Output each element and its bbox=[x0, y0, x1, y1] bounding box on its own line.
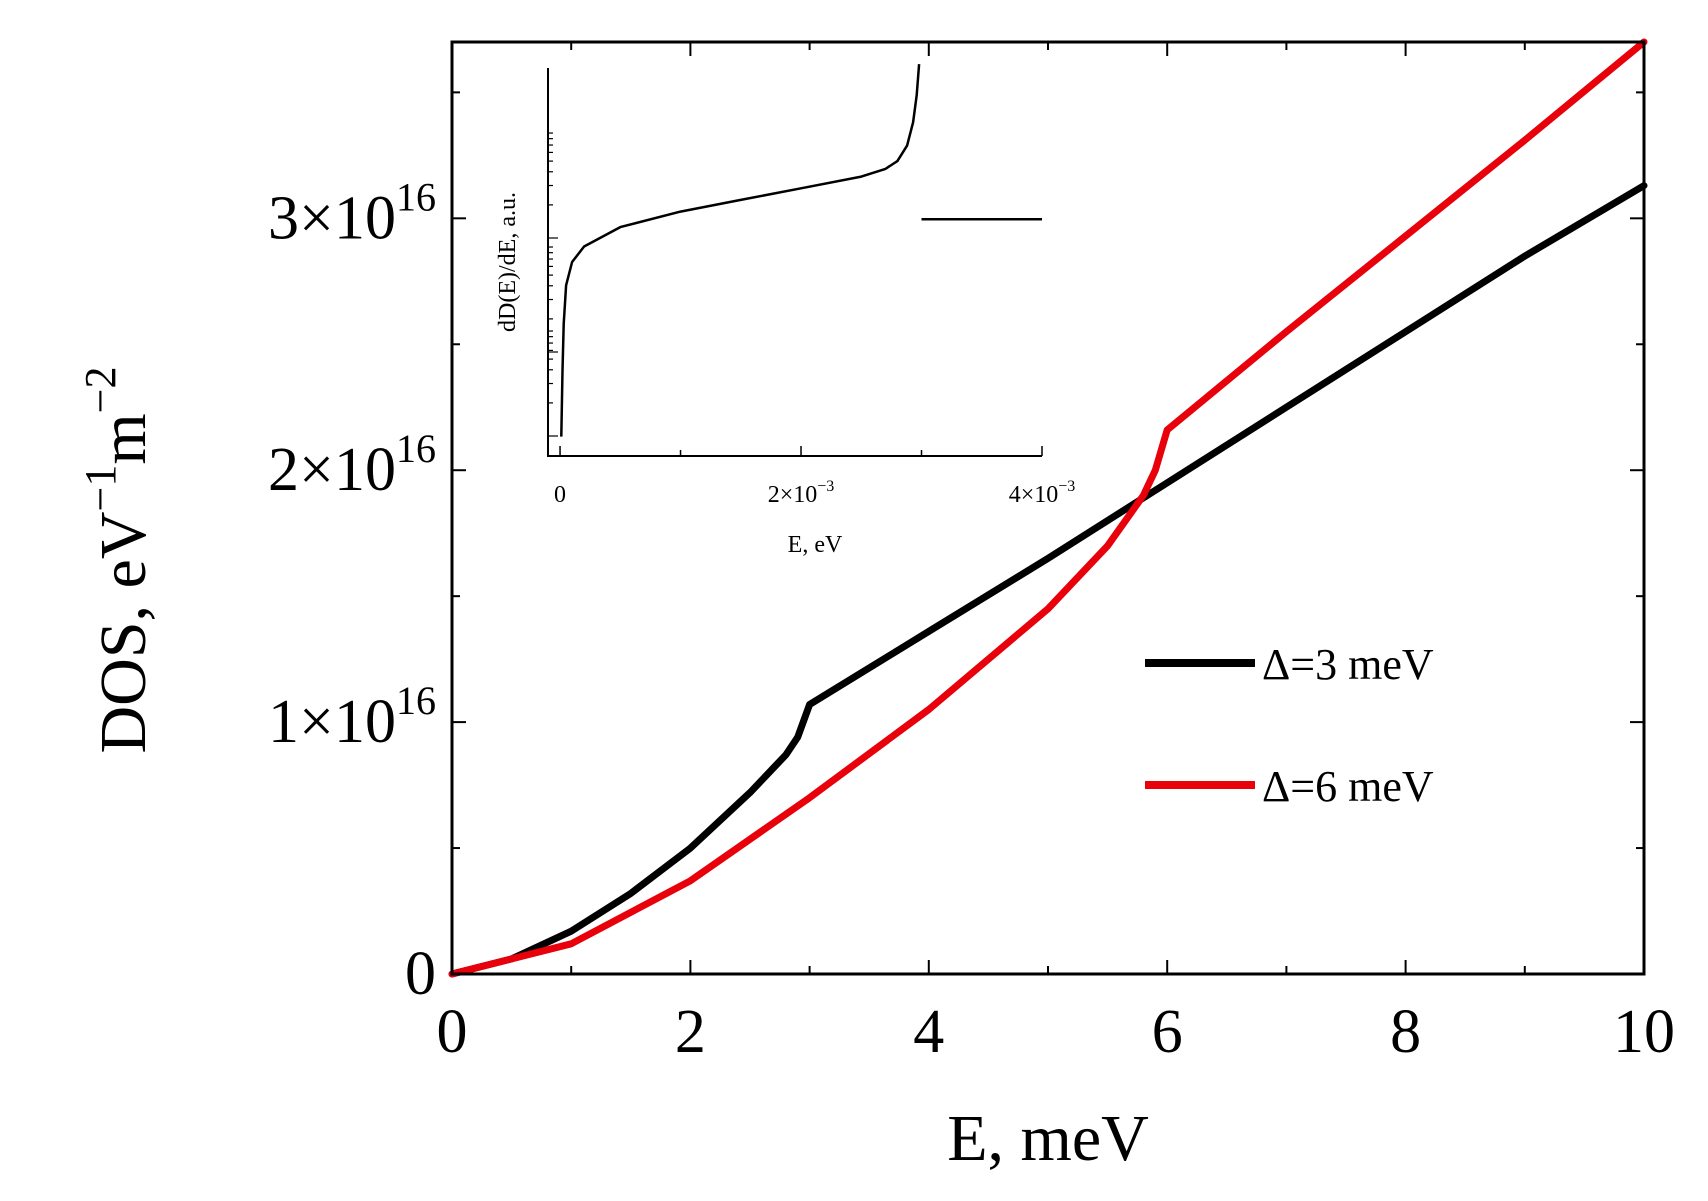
legend-label-delta6: Δ=6 meV bbox=[1262, 762, 1434, 811]
inset-tick-labels: 0 2×10−3 4×10−3 bbox=[554, 478, 1075, 508]
series-line-2 bbox=[448, 38, 1648, 978]
inset-x-tick-label: 4×10−3 bbox=[1009, 478, 1076, 508]
y-tick-label: 1×1016 bbox=[268, 678, 436, 756]
inset-y-axis-title: dD(E)/dE, a.u. bbox=[495, 192, 521, 332]
inset-axes bbox=[547, 68, 1042, 457]
y-axis-title: DOS, eV−1m−2 bbox=[76, 367, 160, 754]
x-tick-label: 2 bbox=[675, 998, 706, 1066]
main-tick-labels: 0 2 4 6 8 10 0 1×1016 2×1016 3×1016 bbox=[268, 174, 1675, 1066]
x-axis-title: E, meV bbox=[947, 1102, 1149, 1175]
x-tick-label: 4 bbox=[913, 998, 944, 1066]
x-tick-label: 10 bbox=[1613, 998, 1675, 1066]
legend-label-delta3: Δ=3 meV bbox=[1262, 640, 1434, 689]
y-tick-label: 3×1016 bbox=[268, 174, 436, 252]
y-tick-label: 0 bbox=[405, 940, 436, 1008]
inset-x-tick-label: 0 bbox=[554, 482, 566, 508]
y-tick-label: 2×1016 bbox=[268, 426, 436, 504]
x-tick-label: 0 bbox=[437, 998, 468, 1066]
inset-series bbox=[560, 64, 1042, 437]
x-tick-label: 8 bbox=[1390, 998, 1421, 1066]
inset-series-line-1 bbox=[560, 64, 921, 437]
series-line-1 bbox=[448, 182, 1648, 978]
inset-x-tick-label: 2×10−3 bbox=[768, 478, 835, 508]
x-tick-label: 6 bbox=[1152, 998, 1183, 1066]
inset-x-axis-title: E, eV bbox=[788, 532, 843, 558]
legend: Δ=3 meV Δ=6 meV bbox=[1145, 640, 1434, 811]
main-series bbox=[448, 38, 1648, 978]
inset-background bbox=[548, 68, 1042, 456]
inset-chart: 0 2×10−3 4×10−3 E, eV dD(E)/dE, a.u. bbox=[495, 64, 1075, 558]
main-plot-frame bbox=[450, 40, 1646, 976]
